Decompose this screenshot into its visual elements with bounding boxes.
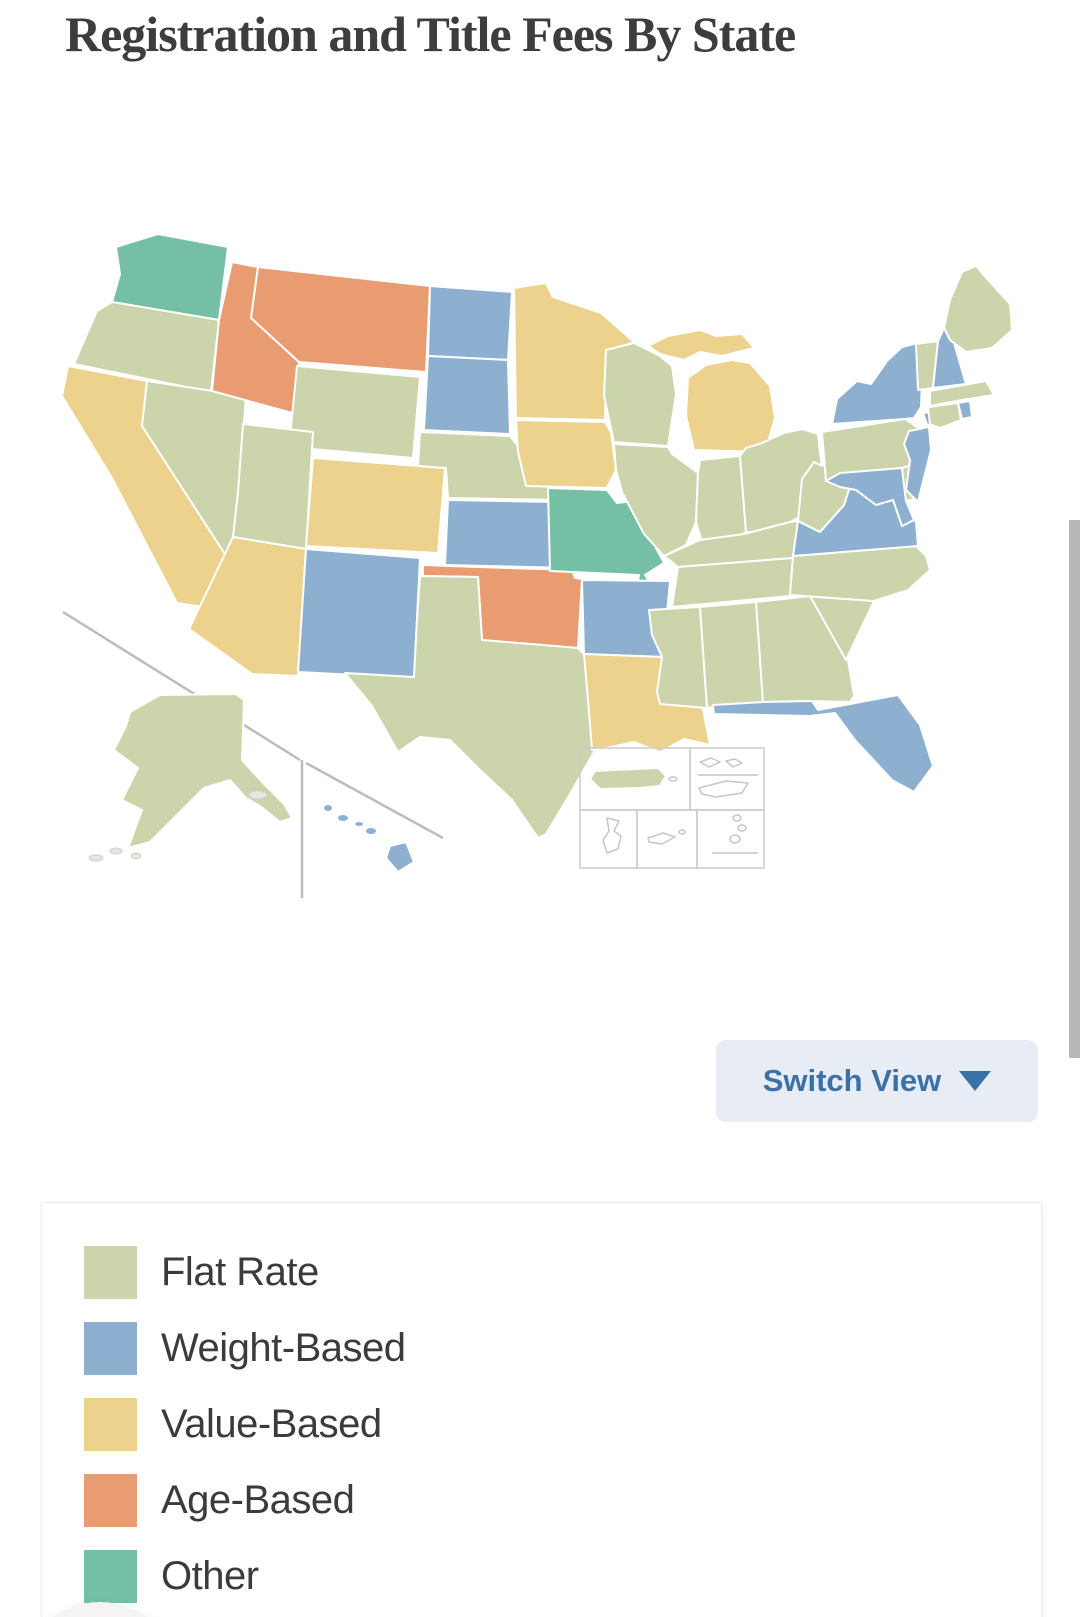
state-florida[interactable] [712, 694, 934, 793]
legend-item-age-based: Age-Based [84, 1474, 1041, 1527]
territory-virgin-islands-st-croix [698, 780, 749, 798]
state-new-york[interactable] [831, 342, 924, 425]
legend-item-other: Other [84, 1550, 1041, 1603]
territory-american-samoa [647, 832, 676, 845]
legend-swatch-value-based [84, 1398, 137, 1451]
territory-guam [602, 817, 622, 854]
state-new-hampshire[interactable] [932, 327, 967, 389]
inset-box-northern-marianas [696, 809, 765, 869]
legend-label-weight-based: Weight-Based [161, 1326, 406, 1370]
state-montana[interactable] [250, 266, 431, 373]
state-hawaii[interactable] [364, 826, 378, 836]
switch-view-label: Switch View [762, 1063, 942, 1098]
state-north-dakota[interactable] [427, 285, 513, 361]
state-texas[interactable] [344, 575, 595, 839]
state-connecticut[interactable] [927, 402, 962, 429]
territory-virgin-islands [699, 757, 721, 768]
state-iowa[interactable] [515, 419, 617, 489]
territory-northern-marianas [729, 834, 741, 844]
state-illinois[interactable] [613, 443, 699, 557]
state-south-dakota[interactable] [423, 355, 511, 435]
legend-label-value-based: Value-Based [161, 1402, 382, 1446]
switch-view-button[interactable]: Switch View [716, 1040, 1038, 1122]
legend-swatch-age-based [84, 1474, 137, 1527]
state-maine[interactable] [943, 265, 1013, 353]
legend-card: Flat Rate Weight-Based Value-Based Age-B… [41, 1202, 1042, 1617]
territory-northern-marianas [737, 824, 747, 832]
state-utah[interactable] [232, 423, 314, 550]
aleutian-islands [248, 790, 268, 800]
state-new-mexico[interactable] [297, 548, 421, 679]
state-colorado[interactable] [305, 457, 446, 554]
state-oregon[interactable] [73, 301, 220, 393]
state-indiana[interactable] [695, 455, 747, 547]
inset-divider-hawaii [305, 761, 444, 840]
page-title: Registration and Title Fees By State [65, 6, 796, 62]
territory-puerto-rico-islet [668, 776, 678, 782]
state-michigan-upper[interactable] [647, 329, 755, 361]
aleutian-islands [130, 852, 142, 860]
state-michigan-lower[interactable] [685, 359, 776, 453]
chevron-down-icon [959, 1071, 992, 1091]
state-north-carolina[interactable] [789, 545, 931, 602]
state-rhode-island[interactable] [957, 400, 973, 420]
state-hawaii[interactable] [385, 841, 415, 873]
state-arizona[interactable] [188, 536, 307, 677]
state-hawaii[interactable] [353, 820, 365, 828]
state-alaska[interactable] [113, 693, 293, 849]
legend-label-other: Other [161, 1554, 259, 1598]
legend-label-flat-rate: Flat Rate [161, 1250, 319, 1294]
legend-swatch-other [84, 1550, 137, 1603]
territory-american-samoa-islet [678, 829, 686, 835]
scrollbar-thumb[interactable] [1069, 520, 1080, 1058]
territory-puerto-rico[interactable] [589, 767, 667, 790]
state-hawaii[interactable] [322, 803, 334, 813]
inset-divider-alaska [62, 610, 301, 762]
territory-northern-marianas [732, 814, 742, 822]
state-massachusetts[interactable] [929, 380, 995, 407]
state-hawaii-islands [322, 803, 415, 873]
us-choropleth-map [61, 233, 1013, 898]
legend-swatch-flat-rate [84, 1246, 137, 1299]
legend-label-age-based: Age-Based [161, 1478, 355, 1522]
state-wisconsin[interactable] [603, 342, 677, 447]
state-alabama[interactable] [699, 601, 764, 713]
state-maryland[interactable] [825, 467, 915, 527]
inset-box-virgin-islands [689, 747, 765, 811]
territory-virgin-islands [725, 758, 743, 768]
legend-item-value-based: Value-Based [84, 1398, 1041, 1451]
aleutian-islands [109, 847, 123, 855]
state-hawaii[interactable] [336, 813, 350, 823]
legend-item-flat-rate: Flat Rate [84, 1246, 1041, 1299]
aleutian-islands [88, 854, 104, 862]
legend-swatch-weight-based [84, 1322, 137, 1375]
map-container [61, 233, 1013, 898]
legend-item-weight-based: Weight-Based [84, 1322, 1041, 1375]
state-new-jersey[interactable] [903, 426, 932, 503]
state-wyoming[interactable] [288, 365, 421, 459]
